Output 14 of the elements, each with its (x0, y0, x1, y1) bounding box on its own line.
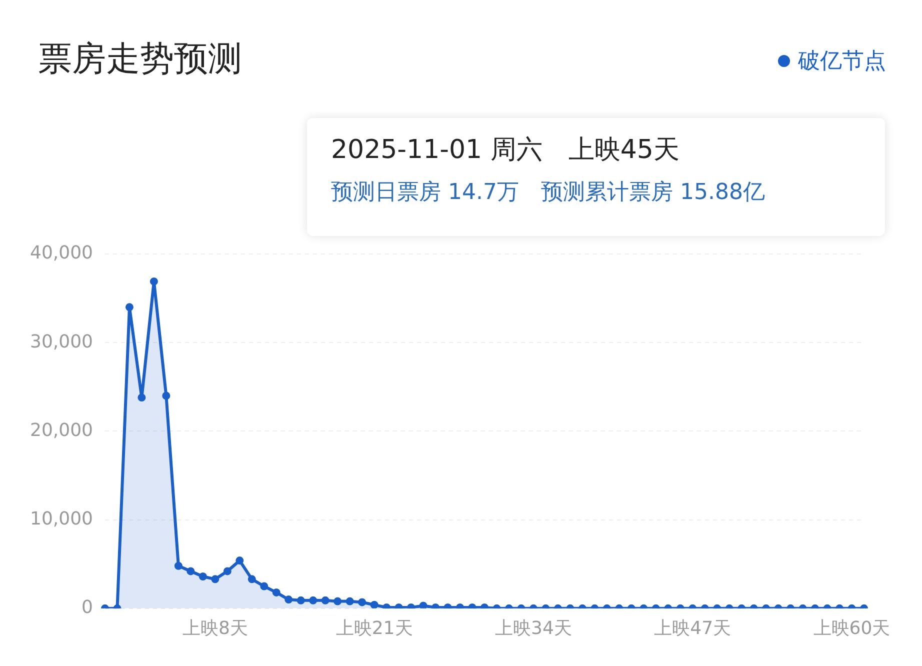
x-tick-label: 上映47天 (654, 618, 732, 639)
chart-title: 票房走势预测 (38, 38, 242, 81)
x-tick-label: 上映8天 (182, 618, 248, 639)
y-tick-label: 0 (82, 597, 93, 618)
y-tick-label: 30,000 (30, 331, 93, 352)
y-tick-label: 10,000 (30, 508, 93, 530)
x-tick-label: 上映34天 (495, 618, 572, 639)
legend-label: 破亿节点 (798, 48, 886, 76)
y-tick-label: 40,000 (30, 242, 93, 264)
text: 预测日票房 14.7万 预测累计票房 15.88亿 (331, 179, 766, 207)
x-tick-label: 上映21天 (336, 618, 413, 639)
text: 2025-11-01 周六 上映45天 (331, 134, 680, 167)
x-tick-label: 上映60天 (813, 618, 890, 639)
y-tick-label: 20,000 (30, 420, 93, 441)
